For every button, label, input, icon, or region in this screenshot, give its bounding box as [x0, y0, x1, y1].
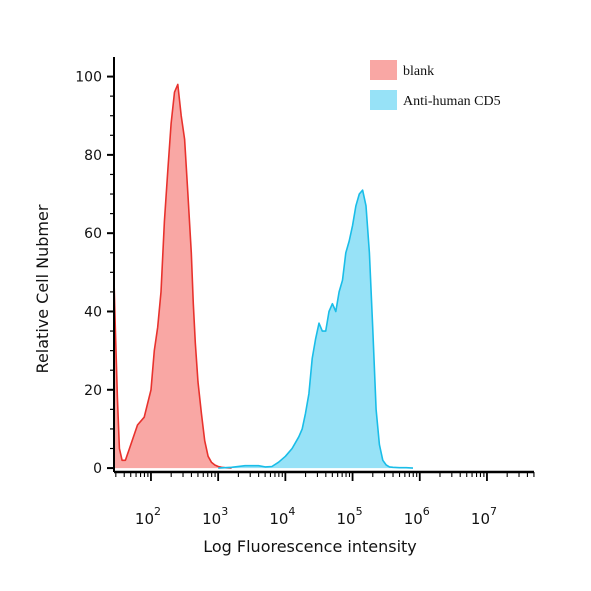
y-tick-label: 20: [84, 383, 102, 399]
axes: [113, 57, 534, 474]
anti-human-cd5-area: [218, 190, 413, 469]
histogram-areas: [113, 83, 414, 469]
y-axis-label: Relative Cell Nubmer: [33, 204, 52, 373]
x-axis-ticks: 102 103 104 105 106 107: [115, 472, 535, 528]
anti-human-cd5-outline: [218, 189, 414, 469]
legend-swatch: [370, 60, 397, 80]
legend-swatch: [370, 90, 397, 110]
legend-label: Anti-human CD5: [403, 94, 501, 109]
legend-label: blank: [403, 64, 434, 79]
x-tick-label: 104: [269, 505, 295, 528]
y-tick-label: 40: [84, 304, 102, 320]
y-tick-label: 0: [93, 461, 102, 477]
x-axis-label: Log Fluorescence intensity: [203, 537, 417, 556]
y-axis-ticks: 0 20 40 60 80 100: [75, 70, 114, 477]
x-tick-label: 102: [135, 505, 161, 528]
x-tick-label: 105: [337, 505, 363, 528]
y-tick-label: 100: [75, 70, 102, 86]
blank-outline: [113, 83, 232, 469]
legend: blank Anti-human CD5: [370, 60, 501, 110]
blank-area: [114, 84, 232, 469]
x-tick-label: 107: [471, 505, 497, 528]
x-tick-label: 106: [404, 505, 430, 528]
x-tick-label: 103: [202, 505, 228, 528]
y-tick-label: 60: [84, 226, 102, 242]
y-tick-label: 80: [84, 148, 102, 164]
